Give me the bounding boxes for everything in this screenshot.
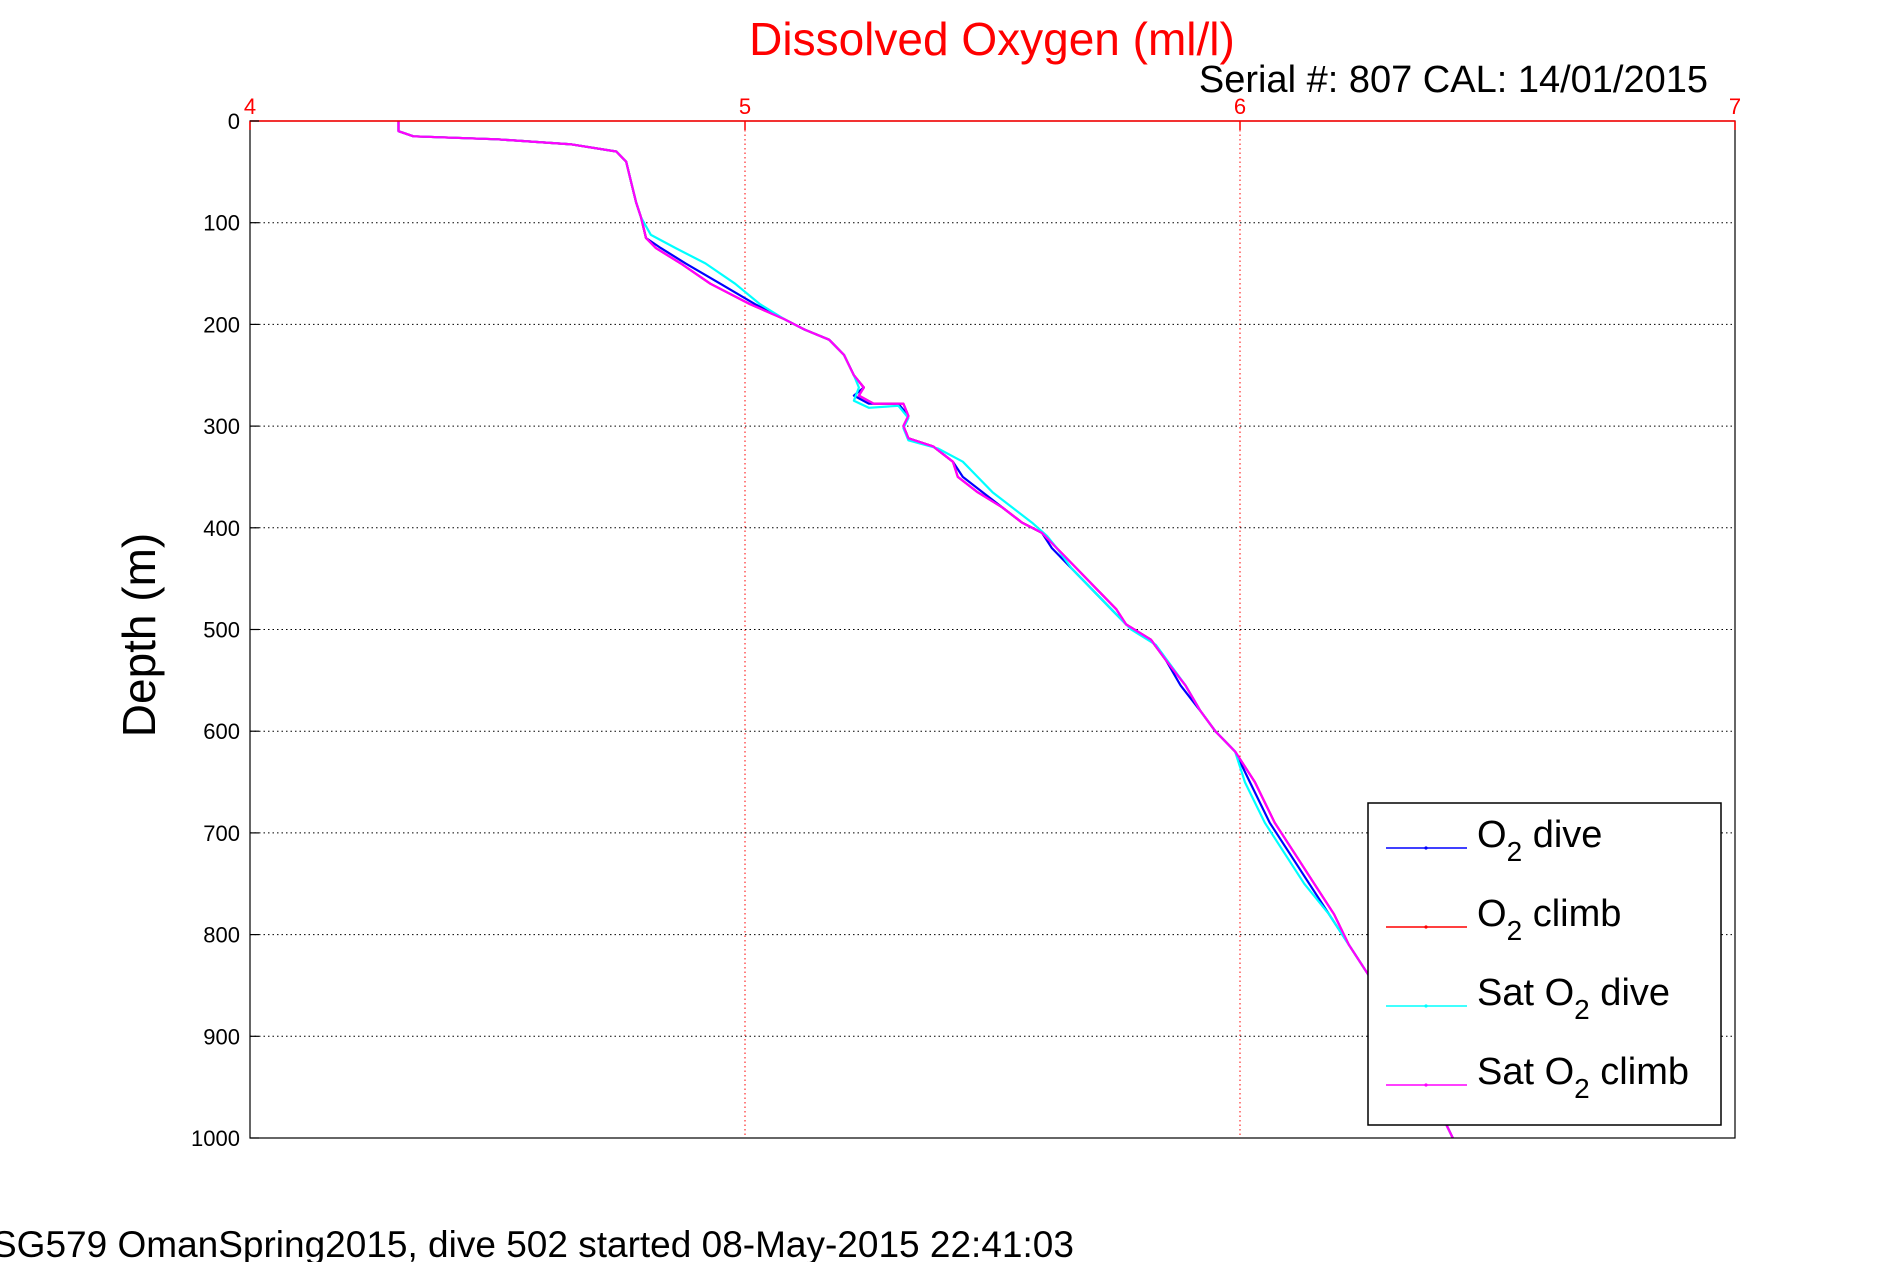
- y-tick-label: 500: [203, 618, 240, 643]
- legend-text-suffix: dive: [1590, 972, 1670, 1014]
- y-tick-label: 1000: [191, 1126, 240, 1151]
- legend-text-sub: 2: [1574, 994, 1590, 1025]
- y-axis-label: Depth (m): [113, 533, 165, 737]
- y-tick-label: 600: [203, 719, 240, 744]
- legend-text-prefix: Sat: [1477, 972, 1545, 1014]
- legend-label-2: Sat O2 dive: [1477, 972, 1670, 1025]
- y-tick-label: 900: [203, 1024, 240, 1049]
- legend-text-main: O: [1477, 814, 1507, 856]
- legend-box: [1367, 802, 1722, 1126]
- legend-text-main: O: [1545, 972, 1575, 1014]
- legend-text-main: O: [1545, 1051, 1575, 1093]
- x-ticks: 4 5 6 7: [244, 94, 1741, 130]
- legend-text-main: O: [1477, 893, 1507, 935]
- legend-label-1: O2 climb: [1477, 893, 1621, 946]
- legend-marker-1: [1424, 925, 1428, 929]
- legend-text-suffix: climb: [1590, 1051, 1689, 1093]
- legend-text-suffix: climb: [1522, 893, 1621, 935]
- y-tick-label: 100: [203, 211, 240, 236]
- y-tick-label: 800: [203, 923, 240, 948]
- legend-text-prefix: Sat: [1477, 1051, 1545, 1093]
- y-tick-label: 0: [228, 109, 240, 134]
- chart-title: Dissolved Oxygen (ml/l): [749, 13, 1235, 65]
- x-tick-label: 6: [1234, 94, 1246, 119]
- x-tick-label: 7: [1729, 94, 1741, 119]
- chart-subtitle: Serial #: 807 CAL: 14/01/2015: [1199, 59, 1708, 101]
- series-line-3: [397, 121, 1454, 1139]
- legend-marker-2: [1424, 1004, 1428, 1008]
- x-tick-label: 4: [244, 94, 256, 119]
- legend-label-3: Sat O2 climb: [1477, 1051, 1689, 1104]
- y-tick-label: 200: [203, 312, 240, 337]
- y-tick-label: 300: [203, 414, 240, 439]
- legend-label-0: O2 dive: [1477, 814, 1602, 867]
- legend-text-sub: 2: [1507, 915, 1523, 946]
- x-tick-label: 5: [739, 94, 751, 119]
- series-layer: [397, 121, 1454, 1139]
- y-tick-label: 400: [203, 516, 240, 541]
- y-ticks: 0 100 200 300 400 500 600 700 800 900 1000: [191, 109, 259, 1151]
- legend-text-suffix: dive: [1522, 814, 1602, 856]
- y-tick-label: 700: [203, 821, 240, 846]
- legend-text-sub: 2: [1574, 1073, 1590, 1104]
- legend-marker-3: [1424, 1083, 1428, 1087]
- footer-text: SG579 OmanSpring2015, dive 502 started 0…: [0, 1224, 1074, 1262]
- legend-text-sub: 2: [1507, 836, 1523, 867]
- series-line-2: [397, 121, 1454, 1139]
- legend-marker-0: [1424, 846, 1428, 850]
